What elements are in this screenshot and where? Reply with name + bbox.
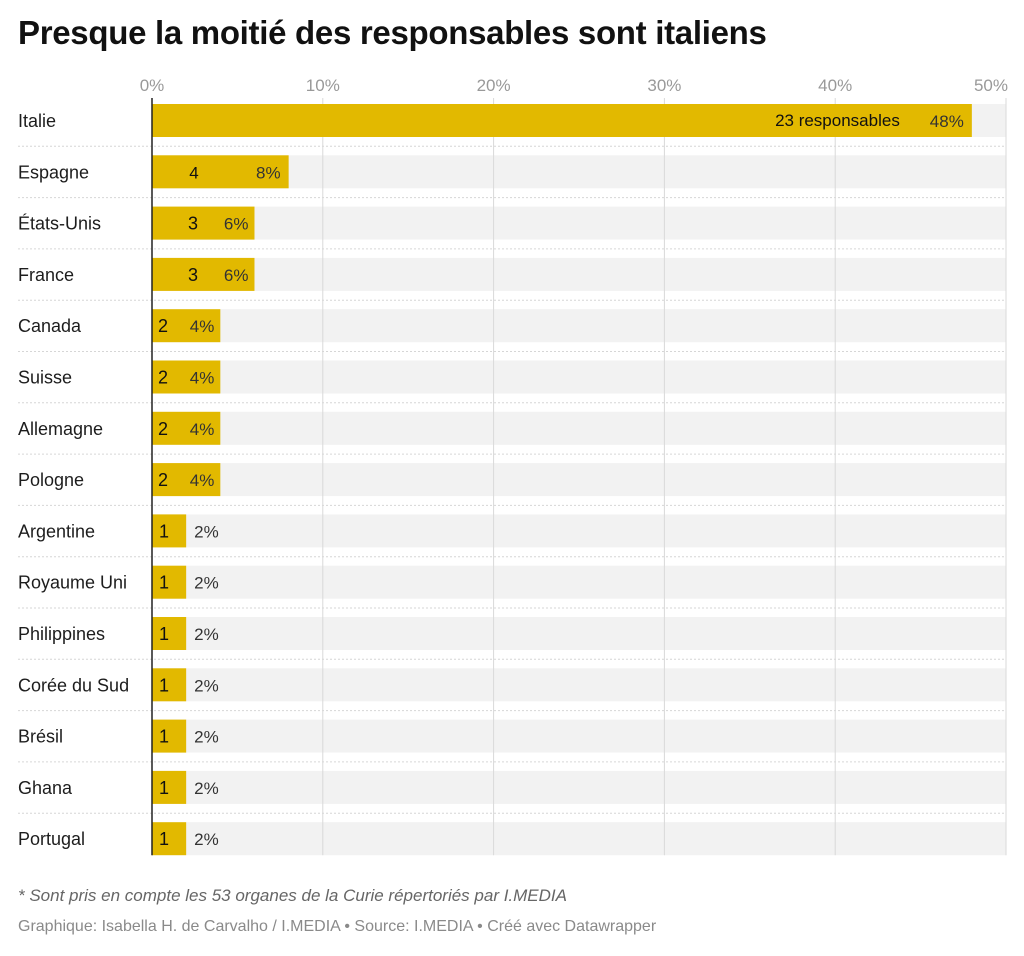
count-label: 1 (159, 675, 169, 695)
percent-label: 4% (190, 471, 215, 490)
count-label: 1 (159, 521, 169, 541)
bar (152, 257, 255, 291)
percent-label: 2% (194, 574, 219, 593)
row-band (152, 668, 1006, 702)
category-label: Pologne (18, 470, 84, 490)
category-label: France (18, 265, 74, 285)
category-labels: Italie Espagne États-Unis France Canada Suiss… (18, 111, 129, 849)
percent-label: 6% (224, 215, 249, 234)
category-label: Italie (18, 111, 56, 131)
bar (152, 411, 221, 445)
percent-label: 6% (224, 266, 249, 285)
category-label: Brésil (18, 727, 63, 747)
row-band (152, 360, 1006, 394)
bar (152, 770, 187, 804)
row-band (152, 257, 1006, 291)
count-label: 4 (189, 163, 198, 182)
category-label: Philippines (18, 624, 105, 644)
x-axis-tick-labels: 0% 10% 20% 30% 40% 50% (140, 76, 1008, 95)
x-tick-label: 20% (477, 76, 511, 95)
percent-label: 48% (930, 112, 964, 131)
count-label: 2 (158, 368, 168, 388)
row-band (152, 719, 1006, 753)
footnote: * Sont pris en compte les 53 organes de … (18, 886, 567, 905)
category-label: Argentine (18, 521, 95, 541)
category-label: Suisse (18, 368, 72, 388)
count-label: 1 (159, 727, 169, 747)
row-band (152, 206, 1006, 240)
category-label: Ghana (18, 778, 73, 798)
category-label: États-Unis (18, 214, 101, 234)
bar (152, 360, 221, 394)
row-band (152, 514, 1006, 548)
percent-label: 2% (194, 625, 219, 644)
category-label: Portugal (18, 829, 85, 849)
x-tick-label: 0% (140, 76, 165, 95)
category-label: Canada (18, 316, 82, 336)
bar (152, 463, 221, 497)
row-band (152, 770, 1006, 804)
x-tick-label: 50% (974, 76, 1008, 95)
bar (152, 514, 187, 548)
count-label: 2 (158, 419, 168, 439)
percent-label: 2% (194, 728, 219, 747)
bar-chart: 0% 10% 20% 30% 40% 50% Italie Espagne États-Uni… (18, 76, 1008, 856)
category-label: Espagne (18, 162, 89, 182)
x-tick-label: 30% (647, 76, 681, 95)
category-label: Corée du Sud (18, 675, 129, 695)
row-band (152, 565, 1006, 599)
bar (152, 822, 187, 856)
percent-label: 2% (194, 830, 219, 849)
bar (152, 104, 972, 137)
count-label: 23 responsables (775, 111, 900, 130)
bar (152, 309, 221, 343)
count-label: 1 (159, 573, 169, 593)
percent-label: 4% (190, 420, 215, 439)
bar (152, 206, 255, 240)
count-label: 1 (159, 778, 169, 798)
x-tick-label: 10% (306, 76, 340, 95)
percent-label: 2% (194, 779, 219, 798)
count-label: 2 (158, 470, 168, 490)
value-labels: 48% 23 responsables 8% 4 6% 3 6% 3 4% 2 4% 2 4% 2 4% 2 2… (158, 111, 964, 849)
bar (152, 565, 187, 599)
count-label: 1 (159, 829, 169, 849)
category-label: Allemagne (18, 419, 103, 439)
percent-label: 2% (194, 676, 219, 695)
category-label: Royaume Uni (18, 573, 127, 593)
row-band (152, 822, 1006, 856)
count-label: 1 (159, 624, 169, 644)
x-tick-label: 40% (818, 76, 852, 95)
row-band (152, 155, 1006, 189)
chart-title: Presque la moitié des responsables sont … (18, 14, 767, 51)
percent-label: 4% (190, 317, 215, 336)
gridlines (322, 98, 1007, 856)
bars (152, 104, 972, 856)
count-label: 2 (158, 316, 168, 336)
percent-label: 2% (194, 522, 219, 541)
percent-label: 8% (256, 163, 281, 182)
row-band (152, 463, 1006, 497)
row-band (152, 411, 1006, 445)
percent-label: 4% (190, 369, 215, 388)
bar (152, 668, 187, 702)
bar (152, 155, 289, 189)
bar (152, 617, 187, 650)
row-band (152, 617, 1006, 650)
count-label: 3 (188, 265, 198, 285)
credits-footer: Graphique: Isabella H. de Carvalho / I.M… (18, 918, 657, 935)
bar (152, 719, 187, 753)
count-label: 3 (188, 214, 198, 234)
row-band (152, 309, 1006, 343)
